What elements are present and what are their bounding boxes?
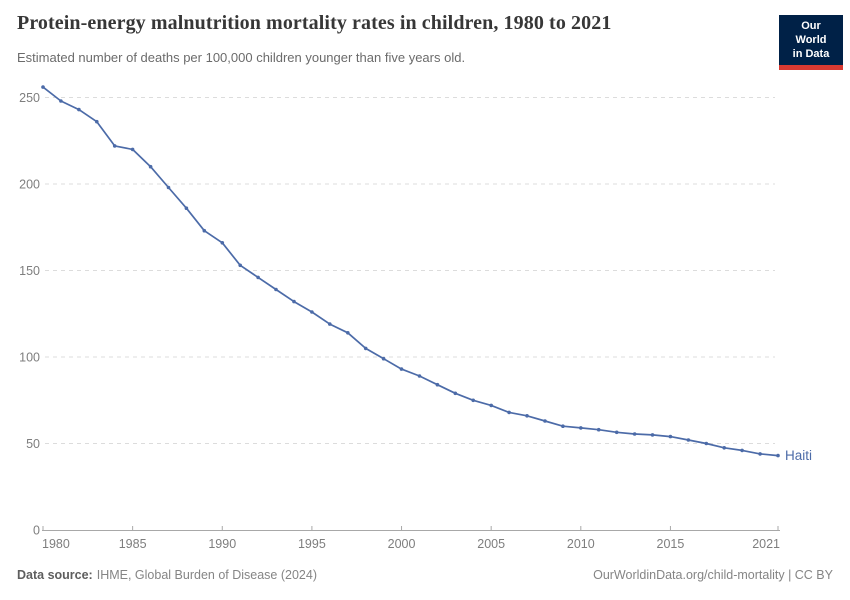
data-point[interactable]	[507, 410, 511, 415]
data-point[interactable]	[471, 398, 476, 403]
chart-subtitle: Estimated number of deaths per 100,000 c…	[17, 50, 466, 65]
chart-title: Protein-energy malnutrition mortality ra…	[17, 12, 612, 34]
data-point[interactable]	[328, 322, 332, 326]
data-point[interactable]	[346, 331, 350, 335]
data-point[interactable]	[166, 185, 171, 190]
y-tick-label: 250	[19, 91, 40, 105]
x-tick-label: 1980	[42, 537, 70, 551]
x-tick-label: 1990	[208, 537, 236, 551]
data-point[interactable]	[776, 453, 780, 458]
data-point[interactable]	[399, 367, 404, 371]
data-point[interactable]	[77, 107, 81, 112]
y-tick-label: 100	[19, 351, 40, 365]
data-point[interactable]	[650, 433, 655, 437]
data-point[interactable]	[489, 403, 494, 408]
data-point[interactable]	[256, 275, 260, 280]
data-point[interactable]	[112, 144, 117, 148]
x-tick-label: 2021	[752, 537, 780, 551]
x-tick-label: 1995	[298, 537, 326, 551]
data-line[interactable]	[42, 86, 779, 457]
series-end-label[interactable]: Haiti	[785, 448, 812, 463]
series-haiti[interactable]	[41, 85, 780, 458]
data-point[interactable]	[668, 434, 673, 439]
data-point[interactable]	[740, 448, 744, 453]
owid-logo-line2: in Data	[792, 47, 830, 60]
data-point[interactable]	[596, 427, 601, 432]
x-tick-label: 2015	[657, 537, 685, 551]
data-point[interactable]	[525, 414, 529, 418]
data-point[interactable]	[95, 119, 99, 124]
chart-footer: Data source: IHME, Global Burden of Disea…	[17, 568, 833, 582]
y-tick-label: 50	[26, 437, 40, 451]
data-point[interactable]	[202, 228, 207, 233]
data-point[interactable]	[238, 263, 242, 268]
x-tick-label: 2000	[388, 537, 416, 551]
data-point[interactable]	[561, 424, 565, 429]
data-point[interactable]	[292, 299, 296, 304]
data-point[interactable]	[274, 287, 278, 292]
data-point[interactable]	[614, 430, 619, 435]
data-point[interactable]	[417, 374, 422, 378]
y-tick-label: 200	[19, 178, 40, 192]
data-source-value: IHME, Global Burden of Disease (2024)	[96, 568, 317, 582]
x-tick-label: 2010	[567, 537, 595, 551]
data-point[interactable]	[435, 382, 440, 387]
data-point[interactable]	[579, 426, 583, 430]
data-point[interactable]	[148, 164, 153, 169]
x-tick-label: 1985	[119, 537, 147, 551]
data-point[interactable]	[220, 241, 225, 245]
data-point[interactable]	[758, 452, 762, 456]
y-tick-label: 150	[19, 264, 40, 278]
data-point[interactable]	[41, 85, 45, 89]
data-point[interactable]	[310, 310, 314, 314]
data-source-label: Data source:	[17, 568, 93, 582]
credit-link[interactable]: OurWorldinData.org/child-mortality | CC …	[593, 568, 833, 582]
data-source: Data source: IHME, Global Burden of Disea…	[17, 568, 317, 582]
data-point[interactable]	[363, 346, 368, 351]
data-point[interactable]	[722, 446, 726, 450]
data-point[interactable]	[381, 356, 386, 361]
data-point[interactable]	[130, 147, 135, 152]
data-point[interactable]	[453, 391, 458, 396]
data-point[interactable]	[543, 419, 547, 423]
y-tick-label: 0	[33, 524, 40, 538]
data-point[interactable]	[632, 432, 637, 436]
x-tick-label: 2005	[477, 537, 505, 551]
owid-logo-line1: Our World	[795, 20, 827, 46]
owid-logo[interactable]: Our World in Data	[779, 15, 843, 71]
data-point[interactable]	[184, 206, 189, 210]
data-point[interactable]	[704, 441, 709, 446]
data-point[interactable]	[59, 99, 63, 103]
data-point[interactable]	[686, 438, 691, 442]
